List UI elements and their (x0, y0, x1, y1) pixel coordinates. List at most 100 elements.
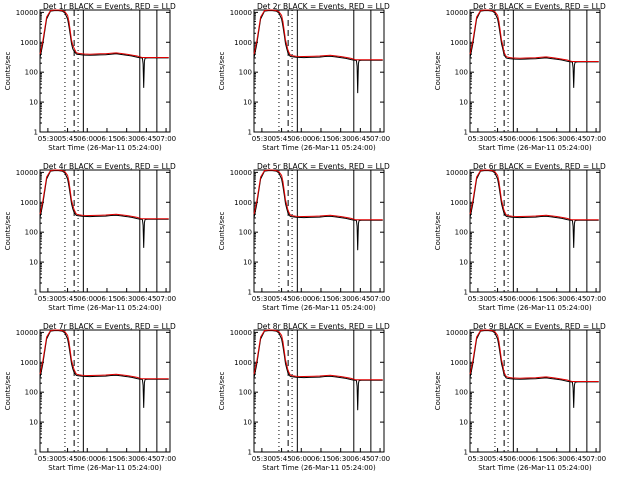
panel-title: Det 6r BLACK = Events, RED = LLD (473, 162, 606, 171)
x-tick-label: 07:00 (586, 135, 606, 143)
x-tick-label: 05:45 (487, 455, 507, 463)
x-tick-label: 07:00 (370, 295, 390, 303)
events-series-line (253, 330, 383, 411)
x-axis-label: Start Time (26-Mar-11 05:24:00) (478, 304, 592, 312)
x-tick-label: 05:45 (271, 455, 291, 463)
x-tick-label: 06:30 (547, 455, 567, 463)
plot-frame (39, 9, 171, 133)
x-tick-label: 06:15 (527, 295, 547, 303)
x-tick-label: 07:00 (370, 455, 390, 463)
y-tick-label: 10 (29, 419, 38, 427)
y-tick-label: 10 (243, 259, 252, 267)
x-tick-label: 06:45 (350, 295, 370, 303)
x-tick-label: 06:15 (97, 295, 117, 303)
detector-panel-6: Det 6r BLACK = Events, RED = LLD 1 10 100 10… (434, 162, 606, 312)
events-series-line (469, 10, 599, 88)
x-tick-label: 06:30 (547, 135, 567, 143)
plot-frame (253, 169, 385, 293)
y-tick-label: 100 (239, 69, 252, 77)
x-tick-label: 06:30 (117, 455, 137, 463)
y-axis-label: Counts/sec (4, 372, 12, 411)
y-tick-label: 1000 (234, 199, 252, 207)
y-tick-label: 100 (25, 229, 38, 237)
y-tick-label: 100 (239, 389, 252, 397)
detector-panel-8: Det 8r BLACK = Events, RED = LLD 1 10 100 10… (218, 322, 390, 472)
x-tick-label: 07:00 (586, 295, 606, 303)
x-axis-label: Start Time (26-Mar-11 05:24:00) (262, 464, 376, 472)
y-tick-label: 1000 (20, 359, 38, 367)
lld-series-line (253, 329, 383, 381)
x-tick-label: 06:00 (507, 295, 527, 303)
x-tick-label: 06:30 (331, 135, 351, 143)
y-tick-label: 1 (34, 129, 38, 137)
x-tick-label: 06:00 (291, 295, 311, 303)
panel-title: Det 2r BLACK = Events, RED = LLD (257, 2, 390, 11)
y-tick-label: 10 (243, 99, 252, 107)
events-series-line (39, 330, 169, 408)
lld-series-line (253, 9, 383, 61)
x-tick-label: 06:15 (97, 135, 117, 143)
x-tick-label: 05:45 (57, 455, 77, 463)
y-tick-label: 1000 (450, 359, 468, 367)
x-axis-label: Start Time (26-Mar-11 05:24:00) (48, 464, 162, 472)
x-tick-label: 06:00 (291, 135, 311, 143)
y-tick-label: 1 (464, 129, 468, 137)
x-tick-label: 06:15 (527, 455, 547, 463)
x-tick-label: 07:00 (586, 455, 606, 463)
x-tick-label: 07:00 (156, 295, 176, 303)
y-tick-label: 10000 (446, 9, 468, 17)
lld-series-line (39, 9, 169, 58)
y-tick-label: 100 (25, 389, 38, 397)
panel-title: Det 5r BLACK = Events, RED = LLD (257, 162, 390, 171)
plot-frame (39, 329, 171, 453)
x-tick-label: 05:45 (271, 295, 291, 303)
y-tick-label: 1 (464, 289, 468, 297)
y-tick-label: 10 (29, 99, 38, 107)
y-tick-label: 10 (459, 419, 468, 427)
y-tick-label: 10 (243, 419, 252, 427)
detector-panel-9: Det 9r BLACK = Events, RED = LLD 1 10 100 10… (434, 322, 606, 472)
x-axis-label: Start Time (26-Mar-11 05:24:00) (262, 304, 376, 312)
x-tick-label: 06:00 (77, 295, 97, 303)
panel-title: Det 3r BLACK = Events, RED = LLD (473, 2, 606, 11)
x-tick-label: 05:30 (252, 295, 272, 303)
lld-series-line (469, 169, 599, 221)
y-tick-label: 10 (29, 259, 38, 267)
detector-panel-5: Det 5r BLACK = Events, RED = LLD 1 10 100 10… (218, 162, 390, 312)
y-tick-label: 1000 (234, 39, 252, 47)
y-axis-label: Counts/sec (218, 212, 226, 251)
y-tick-label: 1 (34, 289, 38, 297)
y-tick-label: 1000 (20, 39, 38, 47)
x-tick-label: 05:30 (38, 135, 58, 143)
y-tick-label: 1 (248, 449, 252, 457)
y-tick-label: 1000 (234, 359, 252, 367)
x-tick-label: 06:15 (311, 455, 331, 463)
y-tick-label: 100 (25, 69, 38, 77)
lld-series-line (469, 9, 599, 62)
events-series-line (253, 170, 383, 251)
x-tick-label: 05:30 (252, 135, 272, 143)
panel-title: Det 1r BLACK = Events, RED = LLD (43, 2, 176, 11)
x-axis-label: Start Time (26-Mar-11 05:24:00) (478, 464, 592, 472)
y-tick-label: 10000 (446, 329, 468, 337)
x-tick-label: 07:00 (156, 455, 176, 463)
x-axis-label: Start Time (26-Mar-11 05:24:00) (48, 144, 162, 152)
x-tick-label: 06:45 (136, 295, 156, 303)
panel-title: Det 8r BLACK = Events, RED = LLD (257, 322, 390, 331)
x-tick-label: 06:45 (566, 455, 586, 463)
y-tick-label: 100 (455, 389, 468, 397)
y-axis-label: Counts/sec (218, 372, 226, 411)
x-tick-label: 06:15 (311, 295, 331, 303)
y-tick-label: 10000 (16, 329, 38, 337)
x-tick-label: 06:30 (117, 295, 137, 303)
plot-frame (469, 329, 601, 453)
y-axis-label: Counts/sec (4, 212, 12, 251)
x-tick-label: 06:15 (97, 455, 117, 463)
events-series-line (39, 10, 169, 88)
y-tick-label: 10000 (16, 9, 38, 17)
events-series-line (253, 10, 383, 94)
x-tick-label: 05:45 (271, 135, 291, 143)
x-tick-label: 05:30 (468, 455, 488, 463)
y-tick-label: 10000 (16, 169, 38, 177)
